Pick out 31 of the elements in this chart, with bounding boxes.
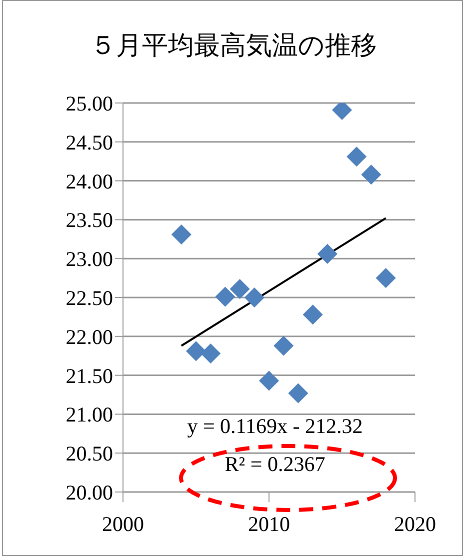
point: [186, 341, 206, 362]
chart-title: ５月平均最高気温の推移: [89, 30, 378, 62]
x-tick-label: 2000: [102, 512, 144, 536]
annotation: y = 0.1169x - 212.32: [186, 414, 364, 439]
y-tick-label: 23.00: [66, 247, 113, 272]
point: [215, 286, 236, 307]
point: [171, 224, 192, 244]
x-tick-label: 2010: [248, 512, 290, 536]
point: [317, 244, 338, 264]
annotation: R² = 0.2367: [224, 452, 326, 477]
point: [244, 288, 264, 308]
y-tick-label: 24.50: [66, 130, 113, 154]
point: [376, 268, 396, 288]
y-tick-label: 22.00: [66, 324, 113, 349]
point: [259, 370, 279, 391]
y-tick-label: 20.50: [66, 442, 113, 466]
point: [361, 164, 382, 185]
point: [346, 146, 367, 167]
y-tick-label: 22.50: [66, 286, 113, 310]
y-tick-label: 24.00: [66, 169, 113, 194]
point: [274, 336, 294, 356]
point: [288, 383, 308, 404]
point: [200, 344, 221, 364]
y-tick-label: 20.00: [66, 480, 113, 504]
point: [302, 304, 323, 325]
y-tick-label: 21.50: [66, 364, 113, 388]
y-tick-label: 25.00: [66, 91, 113, 116]
x-tick-label: 2020: [394, 512, 436, 536]
y-tick-label: 21.00: [66, 402, 113, 427]
point: [230, 278, 250, 299]
y-tick-label: 23.50: [66, 208, 113, 232]
